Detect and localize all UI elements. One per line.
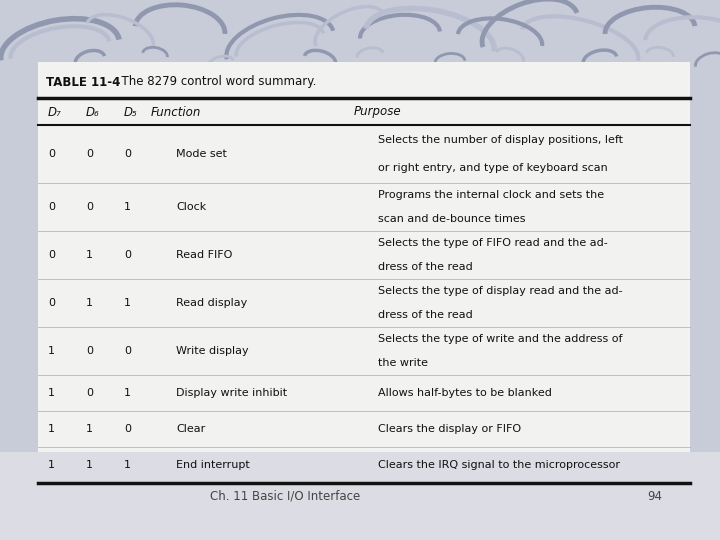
Text: dress of the read: dress of the read: [378, 309, 473, 320]
Text: D₅: D₅: [124, 105, 138, 118]
Text: Clock: Clock: [176, 202, 206, 212]
Text: 0: 0: [48, 250, 55, 260]
Text: Selects the type of write and the address of: Selects the type of write and the addres…: [378, 334, 623, 345]
Text: 0: 0: [48, 298, 55, 308]
Text: 1: 1: [48, 346, 55, 356]
Text: 0: 0: [86, 149, 93, 159]
Text: 1: 1: [48, 460, 55, 470]
Text: 1: 1: [48, 388, 55, 398]
Text: Allows half-bytes to be blanked: Allows half-bytes to be blanked: [378, 388, 552, 398]
Text: Display write inhibit: Display write inhibit: [176, 388, 287, 398]
Text: 1: 1: [86, 460, 93, 470]
Text: The 8279 control word summary.: The 8279 control word summary.: [114, 76, 316, 89]
Text: Read display: Read display: [176, 298, 247, 308]
Text: 0: 0: [124, 346, 131, 356]
Text: 0: 0: [48, 202, 55, 212]
Text: Function: Function: [150, 105, 201, 118]
Text: Selects the type of display read and the ad-: Selects the type of display read and the…: [378, 287, 623, 296]
Text: 0: 0: [124, 149, 131, 159]
Bar: [0, 0, 720, 110]
Text: Read FIFO: Read FIFO: [176, 250, 233, 260]
Text: 1: 1: [86, 424, 93, 434]
Text: scan and de-bounce times: scan and de-bounce times: [378, 213, 526, 224]
Text: Mode set: Mode set: [176, 149, 227, 159]
Text: 0: 0: [48, 149, 55, 159]
Text: the write: the write: [378, 357, 428, 368]
Text: Selects the type of FIFO read and the ad-: Selects the type of FIFO read and the ad…: [378, 239, 608, 248]
Text: 0: 0: [124, 250, 131, 260]
Text: TABLE 11-4: TABLE 11-4: [46, 76, 120, 89]
Text: 0: 0: [86, 388, 93, 398]
Bar: [38, 62, 690, 452]
Text: 0: 0: [124, 424, 131, 434]
Text: Purpose: Purpose: [354, 105, 402, 118]
Text: End interrupt: End interrupt: [176, 460, 250, 470]
Text: 1: 1: [124, 460, 131, 470]
Text: or right entry, and type of keyboard scan: or right entry, and type of keyboard sca…: [378, 163, 608, 173]
Text: 1: 1: [86, 298, 93, 308]
Text: 94: 94: [647, 489, 662, 503]
Bar: [0, 452, 720, 540]
Text: Ch. 11 Basic I/O Interface: Ch. 11 Basic I/O Interface: [210, 489, 360, 503]
Text: 1: 1: [86, 250, 93, 260]
Text: Clears the IRQ signal to the microprocessor: Clears the IRQ signal to the microproces…: [378, 460, 620, 470]
Text: 1: 1: [124, 388, 131, 398]
Text: Programs the internal clock and sets the: Programs the internal clock and sets the: [378, 191, 604, 200]
Text: D₆: D₆: [86, 105, 100, 118]
Text: 0: 0: [86, 346, 93, 356]
Text: dress of the read: dress of the read: [378, 261, 473, 272]
Text: 1: 1: [124, 202, 131, 212]
Text: 1: 1: [124, 298, 131, 308]
Text: Clear: Clear: [176, 424, 205, 434]
Text: D₇: D₇: [48, 105, 62, 118]
Text: Clears the display or FIFO: Clears the display or FIFO: [378, 424, 521, 434]
Text: 0: 0: [86, 202, 93, 212]
Text: 1: 1: [48, 424, 55, 434]
Text: Write display: Write display: [176, 346, 248, 356]
Text: Selects the number of display positions, left: Selects the number of display positions,…: [378, 135, 623, 145]
